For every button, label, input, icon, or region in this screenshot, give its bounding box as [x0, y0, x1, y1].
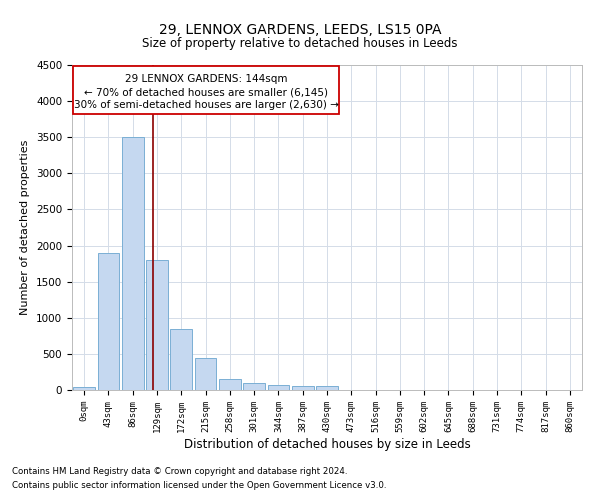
- Bar: [292, 386, 314, 390]
- Bar: [194, 358, 217, 390]
- Text: 30% of semi-detached houses are larger (2,630) →: 30% of semi-detached houses are larger (…: [74, 100, 338, 110]
- Text: 29 LENNOX GARDENS: 144sqm: 29 LENNOX GARDENS: 144sqm: [125, 74, 287, 85]
- Text: Contains HM Land Registry data © Crown copyright and database right 2024.: Contains HM Land Registry data © Crown c…: [12, 467, 347, 476]
- Bar: [146, 260, 168, 390]
- Bar: [97, 253, 119, 390]
- Bar: [122, 137, 143, 390]
- Bar: [170, 328, 192, 390]
- Text: 29, LENNOX GARDENS, LEEDS, LS15 0PA: 29, LENNOX GARDENS, LEEDS, LS15 0PA: [159, 22, 441, 36]
- Bar: [243, 383, 265, 390]
- Text: ← 70% of detached houses are smaller (6,145): ← 70% of detached houses are smaller (6,…: [84, 88, 328, 98]
- Text: Contains public sector information licensed under the Open Government Licence v3: Contains public sector information licen…: [12, 481, 386, 490]
- Bar: [268, 384, 289, 390]
- Bar: [73, 387, 95, 390]
- Bar: [316, 386, 338, 390]
- Text: Size of property relative to detached houses in Leeds: Size of property relative to detached ho…: [142, 38, 458, 51]
- Bar: [219, 379, 241, 390]
- FancyBboxPatch shape: [73, 66, 339, 114]
- Y-axis label: Number of detached properties: Number of detached properties: [20, 140, 31, 315]
- X-axis label: Distribution of detached houses by size in Leeds: Distribution of detached houses by size …: [184, 438, 470, 450]
